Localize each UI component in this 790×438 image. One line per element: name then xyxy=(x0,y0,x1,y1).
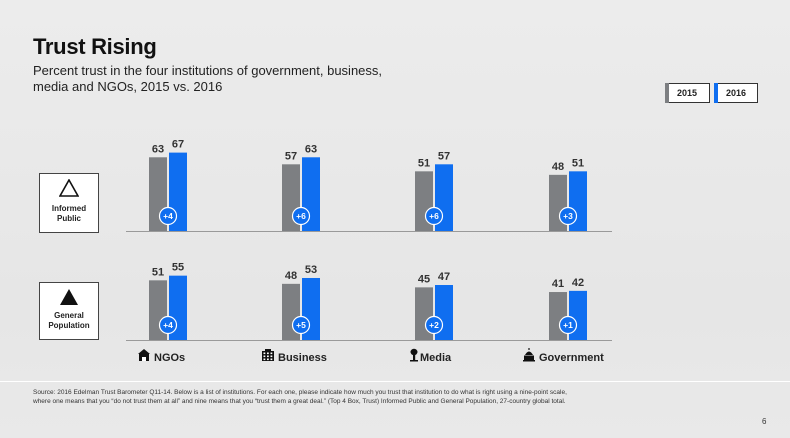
change-label-media-panel-2: +2 xyxy=(429,320,439,330)
value-label-2016-media-panel-2: 47 xyxy=(438,271,450,283)
value-label-2015-business-panel-2: 48 xyxy=(285,270,297,282)
legend-item-2015: 2015 xyxy=(665,83,710,103)
page-title: Trust Rising xyxy=(33,34,157,59)
segment-label-informed-1: Informed xyxy=(51,204,87,213)
source-note: Source: 2016 Edelman Trust Barometer Q11… xyxy=(33,389,567,405)
category-label-ngos: NGOs xyxy=(154,352,185,364)
legend-label-2015: 2015 xyxy=(677,88,698,98)
value-label-2015-ngos-panel-1: 63 xyxy=(152,143,164,155)
value-label-2015-government-panel-2: 41 xyxy=(552,278,564,290)
segment-informed-public: Informed Public xyxy=(39,173,99,233)
page-subtitle: Percent trust in the four institutions o… xyxy=(33,63,383,94)
legend-item-2016: 2016 xyxy=(714,83,758,103)
business-building-icon xyxy=(262,349,274,361)
change-badge-media-panel-2 xyxy=(424,315,444,335)
value-label-2016-media-panel-1: 57 xyxy=(438,150,450,162)
change-badge-ngos-panel-1 xyxy=(158,206,178,226)
change-label-media-panel-1: +6 xyxy=(429,211,439,221)
legend-swatch-2015 xyxy=(665,83,669,103)
change-label-government-panel-1: +3 xyxy=(563,211,573,221)
segment-label-general-1: General xyxy=(54,311,84,320)
government-capitol-icon xyxy=(523,348,535,362)
value-label-2015-business-panel-1: 57 xyxy=(285,150,297,162)
value-label-2016-government-panel-2: 42 xyxy=(572,277,584,289)
page-number: 6 xyxy=(762,417,767,426)
value-label-2016-ngos-panel-2: 55 xyxy=(172,262,184,274)
change-label-government-panel-2: +1 xyxy=(563,320,573,330)
value-label-2015-government-panel-1: 48 xyxy=(552,161,564,173)
change-label-business-panel-1: +6 xyxy=(296,211,306,221)
change-badge-media-panel-1 xyxy=(424,206,444,226)
media-microphone-icon xyxy=(410,348,418,362)
value-label-2016-government-panel-1: 51 xyxy=(572,157,584,169)
value-label-2015-ngos-panel-2: 51 xyxy=(152,266,164,278)
value-label-2015-media-panel-1: 51 xyxy=(418,157,430,169)
change-badge-business-panel-2 xyxy=(291,315,311,335)
value-label-2015-media-panel-2: 45 xyxy=(418,273,430,285)
segment-label-general-2: Population xyxy=(48,321,90,330)
change-badge-government-panel-1 xyxy=(558,206,578,226)
segment-label-informed-2: Public xyxy=(56,214,81,223)
triangle-filled-icon xyxy=(60,289,78,305)
ngo-building-icon xyxy=(138,349,150,361)
legend-swatch-2016 xyxy=(714,83,718,103)
legend-label-2016: 2016 xyxy=(726,88,747,98)
triangle-outline-icon xyxy=(59,179,79,197)
change-badge-government-panel-2 xyxy=(558,315,578,335)
category-label-government: Government xyxy=(539,352,604,364)
segment-general-population: General Population xyxy=(39,282,99,340)
value-label-2016-business-panel-1: 63 xyxy=(305,143,317,155)
category-label-media: Media xyxy=(420,352,452,364)
category-label-business: Business xyxy=(278,352,327,364)
change-badge-business-panel-1 xyxy=(291,206,311,226)
change-badge-ngos-panel-2 xyxy=(158,315,178,335)
value-label-2016-business-panel-2: 53 xyxy=(305,264,317,276)
change-label-business-panel-2: +5 xyxy=(296,320,306,330)
value-label-2016-ngos-panel-1: 67 xyxy=(172,139,184,151)
change-label-ngos-panel-2: +4 xyxy=(163,320,173,330)
change-label-ngos-panel-1: +4 xyxy=(163,211,173,221)
